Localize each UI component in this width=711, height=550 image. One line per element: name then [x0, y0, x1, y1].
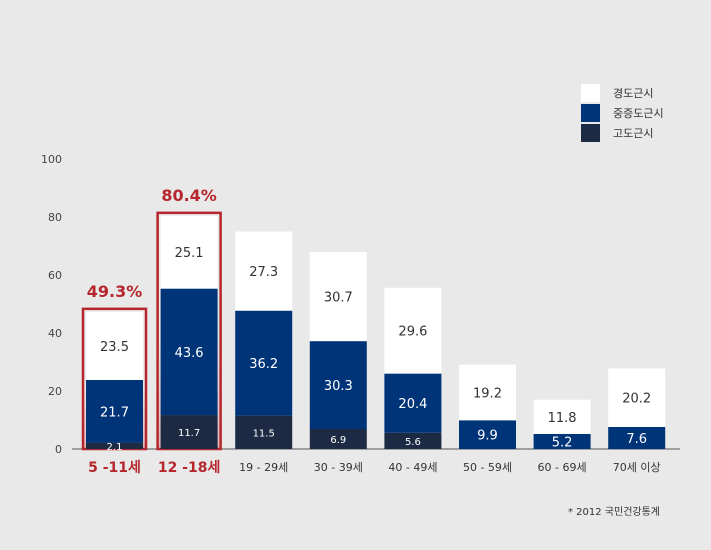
data-label: 23.5 [100, 340, 129, 355]
source-note: * 2012 국민건강통계 [568, 506, 660, 518]
bar-segment [309, 428, 367, 449]
data-label: 19.2 [473, 386, 502, 401]
bar-segment [235, 310, 293, 416]
bar-segment [86, 379, 143, 443]
data-label: 7.6 [626, 432, 647, 447]
bar-segment [459, 420, 516, 449]
data-label: 21.7 [100, 405, 129, 420]
data-label: 5.2 [552, 435, 573, 450]
bar-segment [86, 311, 143, 380]
data-label: 30.7 [324, 291, 353, 306]
data-label: 29.6 [398, 325, 427, 340]
bar-segment [309, 252, 367, 342]
category-label: 12 -18세 [158, 460, 221, 476]
data-label: 20.2 [622, 392, 651, 407]
data-label: 43.6 [175, 346, 204, 361]
callouts: 49.3% 80.4% [87, 186, 217, 301]
legend-label: 중증도근시 [613, 107, 664, 120]
bar-segment [459, 364, 516, 421]
bar-segment [160, 415, 218, 449]
data-label: 6.9 [330, 435, 346, 446]
data-label: 11.7 [178, 428, 200, 439]
legend-swatch [581, 124, 600, 142]
category-label: 30 - 39세 [314, 461, 363, 474]
bar-segment [384, 287, 442, 374]
y-tick-label: 100 [41, 153, 62, 166]
category-label: 40 - 49세 [388, 461, 437, 474]
category-label: 50 - 59세 [463, 461, 512, 474]
y-tick-label: 40 [48, 327, 62, 340]
bar-segment [235, 415, 293, 449]
data-label: 11.5 [253, 428, 275, 439]
legend-swatch [581, 84, 600, 102]
bar-segment [384, 373, 442, 433]
bar-segment [608, 426, 666, 449]
bar-segment [384, 432, 442, 449]
bar-segment [235, 231, 293, 311]
y-axis: 0 20 40 60 80 100 [41, 153, 62, 456]
callout-label: 49.3% [87, 282, 143, 301]
data-label: 27.3 [249, 265, 278, 280]
y-tick-label: 20 [48, 385, 62, 398]
bar-segment [160, 288, 218, 416]
bar-segment [86, 442, 143, 449]
y-tick-label: 0 [55, 443, 62, 456]
data-label: 11.8 [548, 411, 577, 426]
data-labels: 2.1 21.7 23.5 11.7 43.6 25.1 11.5 36.2 27.3 6.9 30… [100, 246, 651, 453]
data-label: 36.2 [249, 357, 278, 372]
y-tick-label: 60 [48, 269, 62, 282]
callout-label: 80.4% [161, 186, 217, 205]
category-label: 60 - 69세 [538, 461, 587, 474]
category-label: 70세 이상 [613, 461, 661, 474]
bar-segment [608, 368, 666, 427]
y-tick-label: 80 [48, 211, 62, 224]
data-label: 20.4 [398, 397, 427, 412]
category-labels: 5 -11세 12 -18세 19 - 29세 30 - 39세 40 - 49세 50 … [88, 460, 661, 476]
legend-label: 경도근시 [613, 87, 653, 100]
bar-segment [160, 215, 218, 289]
bars [86, 215, 666, 449]
data-label: 30.3 [324, 379, 353, 394]
data-label: 25.1 [175, 246, 204, 261]
legend-swatch [581, 104, 600, 122]
category-label: 19 - 29세 [239, 461, 288, 474]
data-label: 5.6 [405, 437, 421, 448]
bar-segment [533, 399, 591, 434]
legend-label: 고도근시 [613, 127, 653, 140]
data-label: 2.1 [107, 442, 123, 453]
bar-segment [533, 433, 591, 449]
data-label: 9.9 [477, 429, 498, 444]
category-label: 5 -11세 [88, 460, 141, 476]
bar-segment [309, 341, 367, 429]
